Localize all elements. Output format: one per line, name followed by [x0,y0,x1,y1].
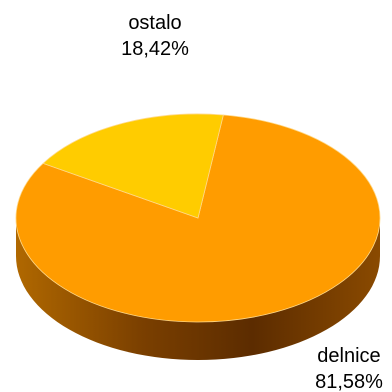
pie-side-wall-shape [16,218,380,360]
pie-labels: ostalo 18,42% delnice 81,58% [121,12,383,392]
pie-slice-delnice [15,114,381,323]
slice-label-ostalo: ostalo [128,12,181,34]
pie-side-wall [16,218,380,360]
slice-label-delnice: delnice [317,345,380,367]
slice-value-ostalo: 18,42% [121,38,189,60]
pie-slice-ostalo [42,113,224,219]
slice-value-delnice: 81,58% [315,371,383,392]
pie-top-face [15,113,381,323]
